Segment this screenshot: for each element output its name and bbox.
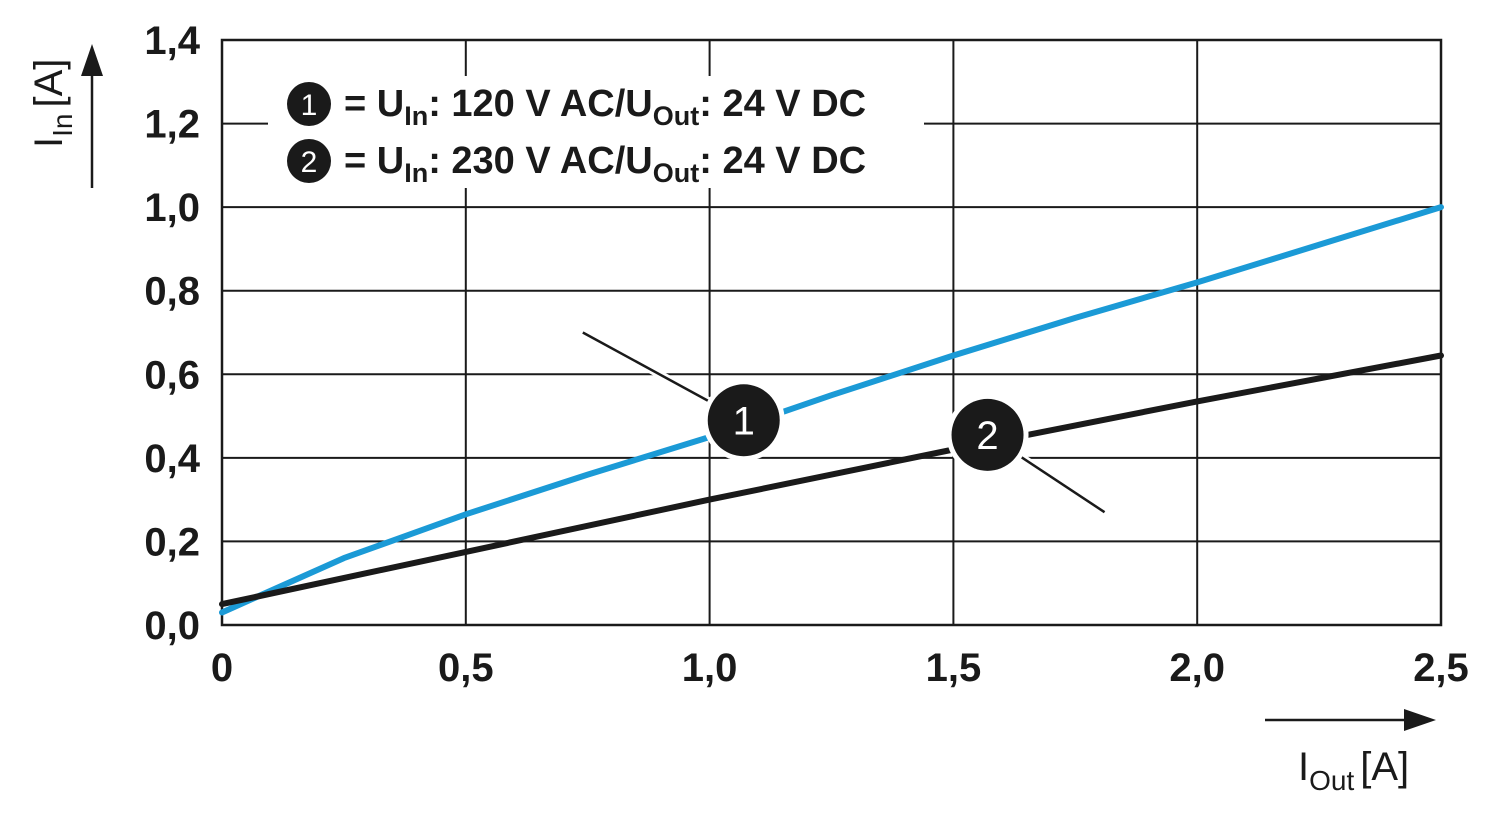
x-tick-labels: 0 0,5 1,0 1,5 2,0 2,5 <box>211 646 1469 690</box>
callout-1: 1 <box>580 328 785 462</box>
x-axis-label-text: IOut [A] <box>1298 745 1409 796</box>
y-tick-label: 1,4 <box>144 19 200 63</box>
legend-marker-2 <box>287 139 331 183</box>
legend-entry-1: 1 = UIn: 120 V AC/UOut: 24 V DC <box>287 82 866 131</box>
y-tick-labels: 0,0 0,2 0,4 0,6 0,8 1,0 1,2 1,4 <box>144 19 200 648</box>
y-tick-label: 1,0 <box>144 186 200 230</box>
legend-marker-1 <box>287 82 331 126</box>
x-axis-arrow-head <box>1404 709 1436 731</box>
x-tick-label: 0,5 <box>438 646 494 690</box>
plot-frame <box>220 38 1443 627</box>
series-line-2 <box>219 352 1444 608</box>
legend-marker-number: 2 <box>301 146 318 179</box>
y-tick-label: 0,8 <box>144 270 200 314</box>
y-tick-label: 0,2 <box>144 520 200 564</box>
x-axis-label: IOut [A] <box>1265 709 1436 796</box>
legend-label-1: = UIn: 120 V AC/UOut: 24 V DC <box>344 83 866 131</box>
legend-label-2: = UIn: 230 V AC/UOut: 24 V DC <box>344 140 866 188</box>
legend-marker-number: 1 <box>301 89 318 122</box>
y-axis-label-text: IIn[A] <box>27 59 78 148</box>
series-line-1 <box>219 204 1444 616</box>
x-tick-label: 1,5 <box>926 646 982 690</box>
y-axis-label: IIn[A] <box>27 44 103 188</box>
callout-circle <box>951 398 1024 471</box>
x-tick-label: 1,0 <box>682 646 738 690</box>
callout-number: 2 <box>976 414 998 458</box>
callout-circle <box>707 384 780 457</box>
legend-entry-2: 2 = UIn: 230 V AC/UOut: 24 V DC <box>287 139 866 188</box>
y-tick-label: 0,0 <box>144 604 200 648</box>
x-tick-label: 2,5 <box>1413 646 1469 690</box>
x-tick-label: 2,0 <box>1169 646 1225 690</box>
series-layer <box>219 204 1444 616</box>
y-tick-label: 0,4 <box>144 437 200 481</box>
callout-2: 2 <box>946 393 1107 516</box>
legend-background <box>268 76 924 188</box>
x-tick-label: 0 <box>211 646 233 690</box>
legend: 1 = UIn: 120 V AC/UOut: 24 V DC 2 = UIn:… <box>268 76 924 188</box>
y-tick-label: 1,2 <box>144 103 200 147</box>
y-tick-label: 0,6 <box>144 353 200 397</box>
callout-number: 1 <box>733 399 755 443</box>
y-axis-arrow-head <box>81 44 103 76</box>
